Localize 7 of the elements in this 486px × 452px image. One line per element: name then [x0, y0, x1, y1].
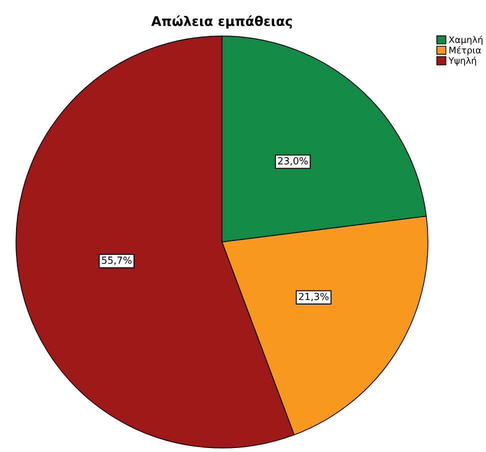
legend-label: Υψηλή	[448, 56, 476, 66]
chart-title: Απώλεια εμπάθειας	[151, 15, 292, 29]
legend-label: Χαμηλή	[448, 36, 482, 45]
data-label: 21,3%	[298, 292, 329, 302]
data-label: 23,0%	[278, 157, 308, 166]
data-label: 55,7%	[102, 256, 132, 265]
legend-label: Μέτρια	[449, 46, 481, 56]
